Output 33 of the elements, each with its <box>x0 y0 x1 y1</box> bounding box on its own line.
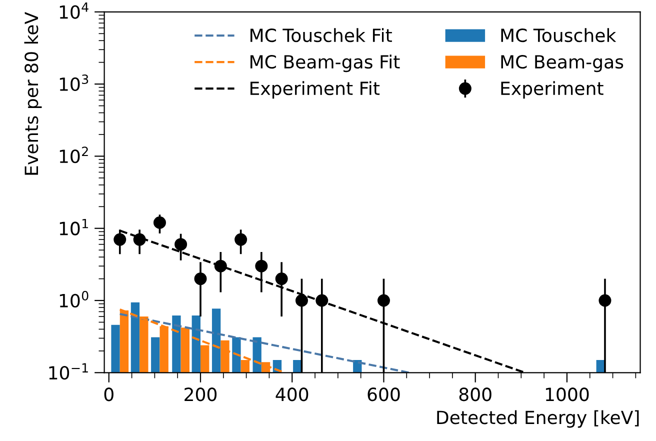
point <box>316 294 328 307</box>
point <box>377 294 390 307</box>
point <box>295 294 308 307</box>
point <box>133 233 146 246</box>
point <box>234 233 248 246</box>
point <box>114 233 126 246</box>
x-tick-label: 800 <box>459 388 492 402</box>
point <box>153 216 166 229</box>
point <box>275 272 288 286</box>
x-tick-label: 600 <box>368 388 400 402</box>
point <box>174 238 188 251</box>
y-tick-label: 10$^{1}$ <box>60 218 88 236</box>
legend-label: MC Beam-gas <box>501 54 624 72</box>
x-tick-label: 0 <box>104 388 114 402</box>
point <box>194 272 207 286</box>
legend-label: MC Touschek Fit <box>250 28 392 42</box>
y-tick-label: 10$^{−1}$ <box>49 363 88 380</box>
x-axis-title: Detected Energy [keV] <box>437 410 639 428</box>
y-tick-label: 10$^{3}$ <box>60 74 88 92</box>
legend-label: Experiment <box>501 81 604 99</box>
x-tick-label: 1000 <box>546 388 589 402</box>
point <box>214 260 227 272</box>
legend-label: Experiment Fit <box>250 81 380 99</box>
y-axis-title: Events per 80 keV <box>24 12 42 175</box>
legend-label: MC Beam-gas Fit <box>250 54 400 72</box>
y-tick-label: 10$^{2}$ <box>60 146 88 164</box>
point <box>255 260 268 272</box>
point <box>598 294 612 307</box>
y-tick-label: 10$^{0}$ <box>60 290 88 308</box>
x-tick-label: 400 <box>276 388 308 402</box>
x-tick-label: 200 <box>184 388 217 402</box>
y-tick-label: 10$^{4}$ <box>60 2 88 19</box>
legend-label: MC Touschek <box>501 28 616 42</box>
